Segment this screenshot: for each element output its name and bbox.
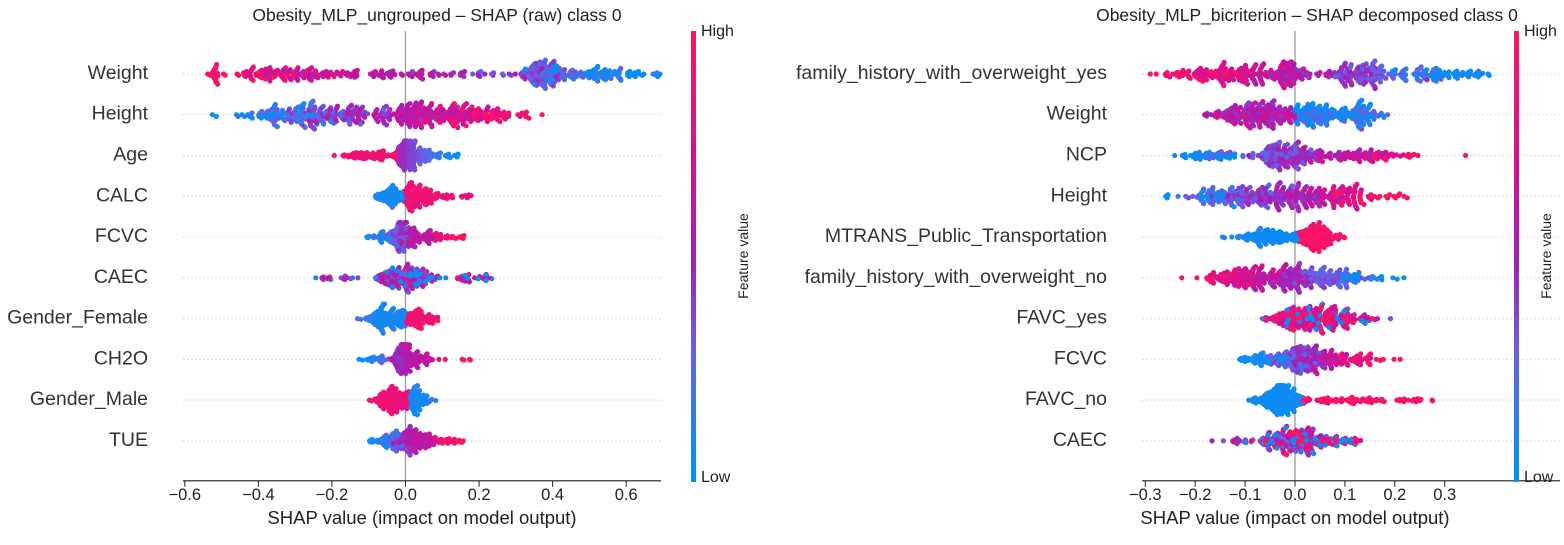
svg-text:High: High bbox=[701, 23, 734, 40]
svg-text:Age: Age bbox=[113, 144, 148, 166]
svg-text:Gender_Male: Gender_Male bbox=[30, 388, 148, 410]
svg-text:Low: Low bbox=[701, 469, 731, 486]
svg-text:TUE: TUE bbox=[109, 429, 148, 451]
svg-text:FCVC: FCVC bbox=[95, 225, 148, 247]
svg-text:CH2O: CH2O bbox=[94, 347, 148, 369]
svg-text:CALC: CALC bbox=[96, 184, 148, 206]
svg-text:0.6: 0.6 bbox=[615, 486, 638, 504]
svg-text:SHAP value (impact on model ou: SHAP value (impact on model output) bbox=[267, 507, 576, 528]
svg-text:Gender_Female: Gender_Female bbox=[7, 307, 148, 329]
svg-text:−0.6: −0.6 bbox=[169, 486, 202, 504]
svg-text:Obesity_MLP_ungrouped – SHAP (: Obesity_MLP_ungrouped – SHAP (raw) class… bbox=[252, 5, 622, 26]
svg-text:Obesity_MLP_bicriterion – SHAP: Obesity_MLP_bicriterion – SHAP decompose… bbox=[1096, 5, 1518, 26]
svg-text:Height: Height bbox=[92, 103, 149, 125]
svg-text:0.4: 0.4 bbox=[541, 486, 564, 504]
svg-text:Weight: Weight bbox=[88, 62, 149, 84]
svg-text:Feature value: Feature value bbox=[735, 213, 751, 299]
svg-text:−0.4: −0.4 bbox=[242, 486, 275, 504]
svg-text:0.0: 0.0 bbox=[394, 486, 417, 504]
svg-text:CAEC: CAEC bbox=[94, 266, 148, 288]
svg-text:0.2: 0.2 bbox=[468, 486, 491, 504]
svg-text:−0.2: −0.2 bbox=[316, 486, 349, 504]
